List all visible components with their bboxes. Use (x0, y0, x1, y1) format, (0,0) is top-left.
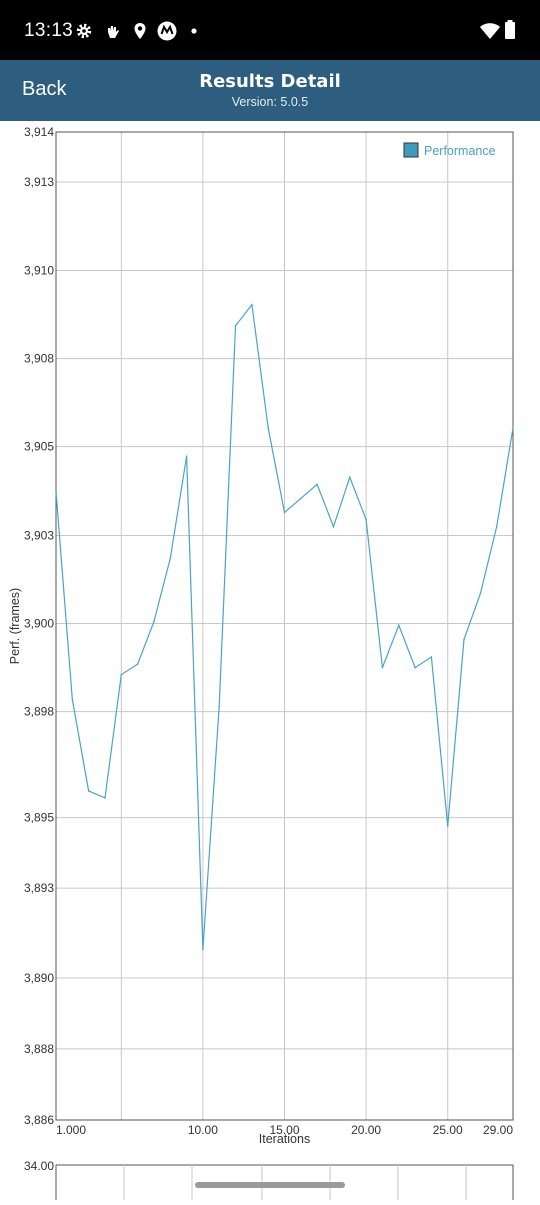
data-point (479, 592, 482, 595)
data-point (397, 624, 400, 627)
data-point (251, 303, 253, 306)
y-tick-label: 3,908 (24, 352, 54, 366)
data-point (463, 638, 465, 641)
data-point (71, 698, 74, 701)
data-point (348, 476, 351, 479)
data-point (316, 483, 318, 486)
location-icon (134, 23, 146, 39)
data-point (120, 673, 123, 676)
data-point (136, 663, 139, 665)
gesture-nav-handle[interactable] (195, 1182, 345, 1188)
y-tick-label: 3,898 (24, 705, 54, 719)
x-tick-label: 20.00 (351, 1123, 381, 1137)
performance-chart: 3,886 3,888 3,890 3,893 3,895 3,898 3,900 3,903… (8, 125, 514, 1200)
x-tick-label: 25.00 (433, 1123, 463, 1137)
gear-icon (76, 23, 92, 39)
wifi-icon (480, 23, 500, 39)
legend-label: Performance (424, 144, 496, 158)
data-point (153, 620, 155, 623)
data-point (414, 666, 416, 669)
back-button[interactable]: Back (22, 78, 67, 100)
x-tick-label: 15.00 (269, 1123, 299, 1137)
data-point (300, 497, 302, 500)
y-tick-label: 3,914 (24, 125, 54, 139)
data-point (446, 825, 449, 827)
y-tick-label: 3,903 (24, 528, 54, 542)
y-tick-label: 3,913 (24, 175, 54, 189)
page-title: Results Detail (199, 71, 341, 92)
battery-icon (505, 20, 515, 39)
plot-border (55, 131, 514, 1121)
y-tick-label: 3,895 (24, 811, 54, 825)
y-tick-label: 3,900 (24, 617, 54, 631)
data-point (55, 490, 57, 493)
data-point (267, 427, 269, 429)
y-tick-label: 3,890 (24, 971, 54, 985)
data-point (332, 525, 335, 528)
results-chart-area[interactable]: 3,886 3,888 3,890 3,893 3,895 3,898 3,900 3,903… (0, 121, 540, 1200)
data-point (169, 557, 172, 560)
data-point (512, 427, 514, 429)
data-point (185, 455, 188, 457)
motorola-icon (157, 21, 177, 41)
hand-icon (108, 26, 119, 38)
y-tick-label: 3,910 (24, 263, 54, 277)
version-label: Version: 5.0.5 (231, 95, 309, 109)
data-point (234, 324, 237, 327)
data-point (495, 525, 498, 528)
legend-swatch (403, 142, 419, 158)
x-axis-label: Iterations (259, 1132, 310, 1146)
status-time: 13:13 (24, 20, 74, 41)
data-point (381, 666, 384, 669)
data-point (218, 705, 221, 708)
x-tick-label: 29.00 (483, 1123, 513, 1137)
x-tick-label: 10.00 (188, 1123, 218, 1137)
data-point (430, 656, 433, 658)
y-tick-label: 3,886 (24, 1113, 54, 1127)
y-tick-label: 3,893 (24, 881, 54, 895)
status-bar: 13:13 (0, 0, 540, 60)
y-axis-label: Perf. (frames) (8, 588, 22, 664)
data-point (202, 948, 204, 951)
data-point (365, 518, 367, 521)
header-bar: Back Results Detail Version: 5.0.5 (0, 60, 540, 121)
data-point (87, 790, 90, 792)
data-point (283, 511, 286, 514)
dot-icon (191, 28, 197, 34)
second-chart-y-tick-label: 34.00 (24, 1159, 54, 1173)
data-point (104, 797, 106, 799)
x-tick-label: 1.000 (56, 1123, 86, 1137)
y-tick-label: 3,905 (24, 440, 54, 454)
y-tick-label: 3,888 (24, 1042, 54, 1056)
